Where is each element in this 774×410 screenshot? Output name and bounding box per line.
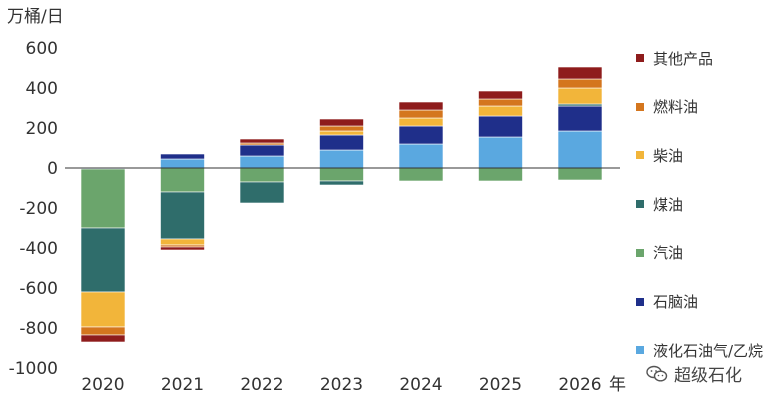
y-tick-label: -200 [19,199,58,219]
legend-swatch [636,248,644,257]
bar-segment [160,167,205,193]
bar-segment [239,138,285,144]
bar-segment [239,155,285,169]
bar-segment [80,227,126,293]
x-tick-label: 2025 [479,375,522,395]
x-axis-year-suffix: 年 [609,375,626,395]
bar-segment [398,143,444,169]
bar-segment [160,238,205,246]
bar-segment [557,66,603,80]
x-tick-label: 2022 [240,375,283,395]
legend-swatch [636,297,644,306]
bar-segment [557,103,603,107]
x-tick-label: 2026 [558,375,601,395]
legend-item: 其他产品 [636,48,713,68]
bar-segment [160,153,205,160]
legend-label: 汽油 [653,244,684,263]
legend-item: 柴油 [636,145,683,165]
bar-segment [557,78,603,89]
bar-segment [80,291,126,328]
legend-swatch [636,54,644,62]
y-tick-label: -400 [19,239,58,259]
bar-segment [478,115,523,138]
legend-swatch [636,151,644,160]
bar-segment [160,244,205,248]
y-tick-label: -800 [19,319,58,339]
bar-segment [319,125,364,132]
legend-item: 液化石油气/乙烷 [636,340,763,360]
watermark-text: 超级石化 [674,366,742,386]
bar-segment [160,158,205,169]
x-tick-label: 2024 [399,375,442,395]
bar-segment [478,90,523,100]
bar-segment [319,180,364,186]
legend-label: 柴油 [653,146,684,165]
y-axis-unit-label: 万桶/日 [7,7,64,27]
y-tick-label: 200 [26,119,58,139]
x-tick-label: 2020 [81,375,124,395]
legend-item: 石脑油 [636,292,698,312]
legend-swatch [636,102,644,111]
bar-segment [160,191,205,240]
bar-segment [160,246,205,251]
legend-swatch [636,346,644,355]
bar-segment [239,144,285,157]
bar-segment [478,98,523,107]
bars [80,66,603,343]
bar-segment [478,136,523,169]
x-axis-ticks: 2020 2021 2022 2023 2024 2025 2026 [81,375,601,395]
bar-segment [557,87,603,105]
y-tick-label: -600 [19,279,58,299]
bar-segment [319,149,364,169]
wechat-icon [646,365,668,382]
legend-label: 石脑油 [653,293,699,311]
legend-item: 煤油 [636,194,683,214]
legend-label: 液化石油气/乙烷 [653,341,764,360]
legend-item: 燃料油 [636,97,698,117]
bar-segment [478,105,523,117]
y-axis-ticks: 600 400 200 0 -200 -400 -600 -800 -1000 [9,39,58,379]
y-tick-label: 600 [26,39,58,59]
legend-swatch [636,200,644,209]
bar-segment [557,105,603,132]
bar-segment [319,118,364,127]
legend-label: 燃料油 [653,98,699,117]
y-tick-label: -1000 [9,359,58,379]
bar-segment [80,326,126,336]
bar-segment [319,167,364,182]
bar-segment [398,167,444,182]
bar-segment [398,125,444,145]
x-tick-label: 2021 [161,375,204,395]
legend-label: 煤油 [653,195,684,214]
watermark: 超级石化 [646,361,742,386]
bar-segment [557,130,603,169]
y-tick-label: 0 [47,159,58,179]
y-tick-label: 400 [26,79,58,99]
bar-segment [319,130,364,136]
bar-segment [398,109,444,119]
bar-segment [319,134,364,151]
bar-segment [557,167,603,181]
bar-segment [398,101,444,111]
bar-segment [478,167,523,182]
legend-label: 其他产品 [653,49,714,68]
bar-segment [398,117,444,127]
bar-segment [80,168,126,229]
legend-item: 汽油 [636,243,683,263]
bar-segment [239,181,285,204]
bar-segment [239,167,285,183]
x-tick-label: 2023 [320,375,363,395]
bar-segment [80,334,126,343]
bar-segment [239,142,285,146]
